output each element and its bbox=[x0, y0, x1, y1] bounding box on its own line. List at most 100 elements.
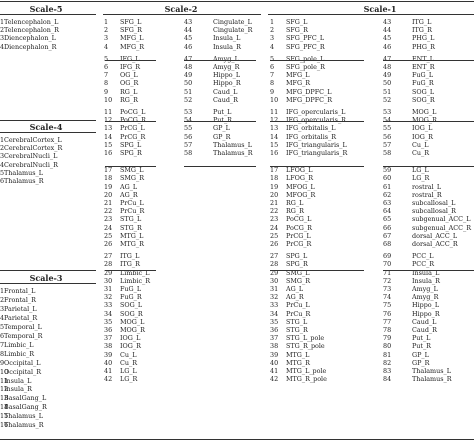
region-label: AG_R bbox=[286, 293, 304, 302]
region-label: Cu_L bbox=[412, 140, 429, 149]
row-number: 25 bbox=[270, 231, 279, 240]
region-label: LFOG_R bbox=[286, 174, 314, 183]
row-number: 24 bbox=[270, 223, 279, 232]
row-number: 24 bbox=[104, 223, 113, 232]
region-label: IFG_triangularis_L bbox=[286, 140, 347, 149]
region-label: Cingulate_L bbox=[213, 18, 252, 26]
region-label: Put_L bbox=[412, 334, 431, 343]
region-label: rostral_R bbox=[412, 190, 442, 199]
row-number: 5 bbox=[0, 168, 5, 177]
region-label: Insula_R bbox=[4, 385, 32, 394]
scale2-header: Scale-2 bbox=[164, 4, 198, 14]
region-label: STG_L_pole bbox=[286, 334, 325, 343]
row-number: 8 bbox=[270, 79, 275, 88]
region-label: IOG_L bbox=[412, 124, 433, 133]
region-label: SFG_L bbox=[286, 18, 308, 26]
group-divider bbox=[270, 60, 364, 61]
row-number: 83 bbox=[383, 367, 392, 375]
region-label: IOG_L bbox=[120, 334, 141, 343]
region-label: OG_L bbox=[120, 71, 138, 80]
region-label: Hippo_R bbox=[412, 309, 440, 318]
row-number: 18 bbox=[104, 174, 113, 183]
group-divider bbox=[184, 60, 256, 61]
region-label: Amyg_L bbox=[213, 54, 239, 63]
row-number: 50 bbox=[383, 79, 392, 88]
region-label: SOG_R bbox=[120, 309, 143, 318]
row-number: 77 bbox=[383, 317, 392, 326]
row-number: 54 bbox=[184, 116, 193, 125]
region-label: STG_R bbox=[120, 223, 142, 232]
row-number: 13 bbox=[0, 394, 9, 403]
row-number: 62 bbox=[383, 190, 392, 199]
region-label: MFOG_R bbox=[286, 190, 316, 199]
region-label: SOG_L bbox=[412, 87, 435, 96]
row-number: 21 bbox=[270, 199, 279, 207]
row-number: 6 bbox=[270, 63, 275, 71]
row-number: 43 bbox=[383, 18, 392, 26]
header-rule-scale5 bbox=[0, 14, 96, 15]
region-label: Temporal_L bbox=[4, 322, 42, 331]
row-number: 3 bbox=[0, 304, 5, 313]
group-divider bbox=[383, 270, 474, 271]
region-label: MTG_R bbox=[286, 358, 310, 367]
region-label: SOG_L bbox=[120, 301, 143, 310]
row-number: 43 bbox=[184, 18, 193, 26]
row-number: 26 bbox=[270, 240, 279, 248]
region-label: FuG_R bbox=[120, 293, 142, 302]
region-label: Occipital_L bbox=[4, 358, 41, 367]
row-number: 2 bbox=[0, 26, 5, 35]
row-number: 11 bbox=[270, 108, 279, 116]
row-number: 81 bbox=[383, 350, 392, 359]
row-number: 1 bbox=[104, 18, 109, 26]
region-label: STG_L bbox=[286, 317, 308, 326]
region-label: IOG_R bbox=[412, 132, 433, 141]
row-number: 49 bbox=[184, 71, 193, 80]
row-number: 4 bbox=[104, 42, 109, 51]
row-number: 16 bbox=[270, 149, 279, 157]
row-number: 53 bbox=[383, 108, 392, 116]
region-label: LG_R bbox=[120, 375, 138, 384]
row-number: 15 bbox=[0, 412, 9, 421]
region-label: MFG_DPFC_L bbox=[286, 87, 332, 96]
row-number: 3 bbox=[0, 152, 5, 161]
region-label: PrCu_L bbox=[120, 199, 144, 207]
region-label: Amyg_R bbox=[412, 293, 439, 302]
region-label: SFG_R bbox=[286, 26, 308, 35]
region-label: Caud_R bbox=[412, 326, 437, 334]
group-divider bbox=[270, 270, 364, 271]
row-number: 55 bbox=[383, 124, 392, 133]
row-number: 32 bbox=[270, 293, 279, 302]
row-number: 52 bbox=[383, 95, 392, 104]
region-label: SMG_R bbox=[120, 174, 145, 183]
row-number: 40 bbox=[270, 358, 279, 367]
row-number: 27 bbox=[270, 252, 279, 261]
region-label: Put_L bbox=[213, 108, 232, 116]
region-label: MOG_L bbox=[412, 108, 437, 116]
region-label: PoCG_L bbox=[120, 108, 146, 116]
region-label: SMG_L bbox=[120, 166, 144, 175]
group-divider bbox=[383, 166, 474, 167]
group-divider bbox=[184, 121, 256, 122]
region-label: LFOG_L bbox=[286, 166, 313, 175]
region-label: Limbic_R bbox=[120, 276, 151, 285]
row-number: 37 bbox=[104, 334, 113, 343]
row-number: 47 bbox=[383, 54, 392, 63]
region-label: PrCG_R bbox=[286, 240, 312, 248]
row-number: 8 bbox=[104, 79, 109, 88]
region-label: PrCu_L bbox=[286, 301, 310, 310]
region-label: dorsal_ACC_R bbox=[412, 240, 458, 248]
row-number: 44 bbox=[383, 26, 392, 35]
row-number: 33 bbox=[270, 301, 279, 310]
row-number: 4 bbox=[0, 160, 5, 169]
region-label: subcallosal_L bbox=[412, 199, 456, 207]
row-number: 48 bbox=[184, 63, 193, 71]
region-label: subcallosal_R bbox=[412, 207, 456, 216]
row-number: 15 bbox=[104, 140, 113, 149]
row-number: 36 bbox=[104, 326, 113, 334]
region-label: Diencephalon_L bbox=[4, 34, 56, 43]
row-number: 11 bbox=[104, 108, 113, 116]
region-label: ITG_R bbox=[412, 26, 432, 35]
row-number: 35 bbox=[270, 317, 279, 326]
region-label: Amyg_R bbox=[213, 63, 240, 71]
region-label: Occipital_R bbox=[4, 367, 42, 376]
